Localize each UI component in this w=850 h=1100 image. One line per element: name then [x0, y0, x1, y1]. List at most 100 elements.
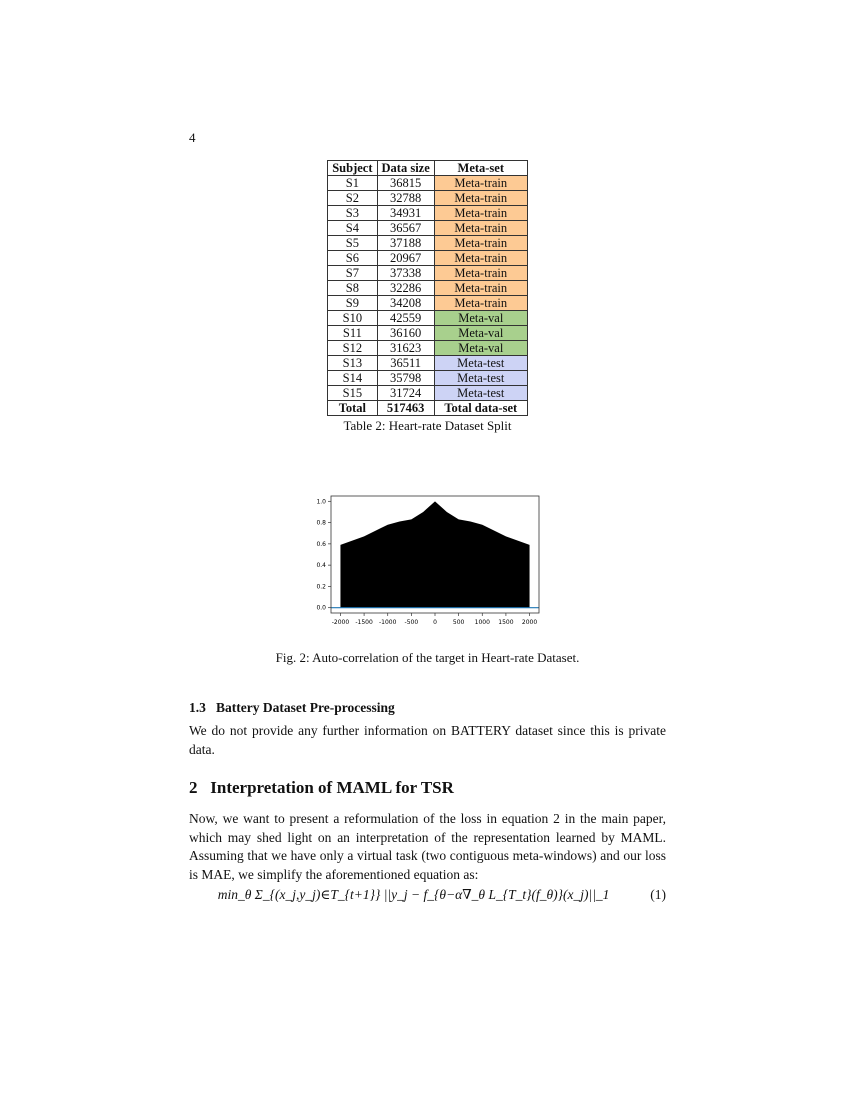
- section-title: Battery Dataset Pre-processing: [216, 700, 395, 715]
- x-tick-label: 2000: [522, 619, 537, 626]
- y-tick-label: 0.8: [316, 520, 326, 527]
- paragraph: Now, we want to present a reformulation …: [189, 811, 666, 882]
- table-cell: S6: [327, 250, 378, 266]
- table-cell: Meta-train: [433, 295, 528, 311]
- x-tick-label: -1000: [379, 619, 397, 626]
- total-cell: Total data-set: [433, 400, 528, 416]
- table-caption: Table 2: Heart-rate Dataset Split: [343, 418, 512, 433]
- y-tick-label: 0.4: [316, 562, 326, 569]
- table-row: S7 37338 Meta-train: [327, 265, 528, 281]
- table-cell: Meta-val: [433, 310, 528, 326]
- table-cell: S4: [327, 220, 378, 236]
- table-cell: 34208: [376, 295, 435, 311]
- table-row: S11 36160 Meta-val: [327, 325, 528, 341]
- table-cell: S9: [327, 295, 378, 311]
- table-cell: Meta-train: [433, 175, 528, 191]
- table-cell: S1: [327, 175, 378, 191]
- table-cell: Meta-val: [433, 325, 528, 341]
- table-cell: Meta-train: [433, 250, 528, 266]
- table-cell: 31623: [376, 340, 435, 356]
- table-cell: Meta-train: [433, 205, 528, 221]
- equation-row: min_θ Σ_{(x_j,y_j)∈T_{t+1}} ||y_j − f_{θ…: [189, 886, 666, 904]
- table-row: S6 20967 Meta-train: [327, 250, 528, 266]
- section-number: 1.3: [189, 700, 206, 715]
- table-cell: 32286: [376, 280, 435, 296]
- x-tick-label: -2000: [332, 619, 350, 626]
- table-cell: 31724: [376, 385, 435, 401]
- table-cell: 42559: [376, 310, 435, 326]
- table-cell: 36567: [376, 220, 435, 236]
- column-header: Subject: [327, 160, 378, 176]
- table-row: S15 31724 Meta-test: [327, 385, 528, 401]
- section-title: Interpretation of MAML for TSR: [210, 778, 454, 797]
- table-cell: 36160: [376, 325, 435, 341]
- table-row: S1 36815 Meta-train: [327, 175, 528, 191]
- figure-caption: Fig. 2: Auto-correlation of the target i…: [275, 650, 580, 665]
- equation-number: (1): [650, 887, 666, 902]
- table-row: S2 32788 Meta-train: [327, 190, 528, 206]
- x-tick-label: 1000: [475, 619, 490, 626]
- equation: min_θ Σ_{(x_j,y_j)∈T_{t+1}} ||y_j − f_{θ…: [217, 887, 610, 902]
- table-cell: S15: [327, 385, 378, 401]
- table-cell: 37338: [376, 265, 435, 281]
- table-cell: S7: [327, 265, 378, 281]
- table-cell: Meta-val: [433, 340, 528, 356]
- table-block: Subject Data size Meta-set S1 36815 Meta-trai…: [189, 160, 666, 434]
- table-row: S13 36511 Meta-test: [327, 355, 528, 371]
- autocorrelation-chart: -2000 -1500 -1000 -500 0 500 1000 1500 2000 0.0 0.…: [316, 495, 540, 626]
- x-tick-label: 500: [453, 619, 465, 626]
- table-cell: 34931: [376, 205, 435, 221]
- dataset-split-table: Subject Data size Meta-set S1 36815 Meta-trai…: [327, 160, 528, 416]
- table-cell: Meta-test: [433, 355, 528, 371]
- table-row: S14 35798 Meta-test: [327, 370, 528, 386]
- table-row: S12 31623 Meta-val: [327, 340, 528, 356]
- y-tick-label: 1.0: [316, 498, 326, 505]
- table-cell: 32788: [376, 190, 435, 206]
- table-cell: 36511: [376, 355, 435, 371]
- table-cell: Meta-train: [433, 265, 528, 281]
- table-cell: S14: [327, 370, 378, 386]
- table-cell: Meta-train: [433, 220, 528, 236]
- x-tick-label: 0: [433, 619, 437, 626]
- table-cell: 35798: [376, 370, 435, 386]
- table-row: S3 34931 Meta-train: [327, 205, 528, 221]
- table-row: S4 36567 Meta-train: [327, 220, 528, 236]
- table-row: S9 34208 Meta-train: [327, 295, 528, 311]
- table-cell: Meta-test: [433, 385, 528, 401]
- table-cell: S8: [327, 280, 378, 296]
- table-cell: Meta-test: [433, 370, 528, 386]
- x-tick-label: 1500: [498, 619, 513, 626]
- total-row: Total 517463 Total data-set: [327, 400, 528, 416]
- total-cell: 517463: [376, 400, 435, 416]
- y-tick-label: 0.2: [316, 583, 326, 590]
- section-number: 2: [189, 778, 198, 797]
- autocorrelation-area: [340, 501, 530, 608]
- table-cell: S2: [327, 190, 378, 206]
- table-cell: S12: [327, 340, 378, 356]
- table-cell: Meta-train: [433, 190, 528, 206]
- table-cell: S11: [327, 325, 378, 341]
- page-number: 4: [189, 130, 196, 145]
- table-cell: S10: [327, 310, 378, 326]
- x-tick-label: -500: [405, 619, 419, 626]
- x-tick-label: -1500: [355, 619, 373, 626]
- table-row: S10 42559 Meta-val: [327, 310, 528, 326]
- table-cell: S5: [327, 235, 378, 251]
- table-row: S8 32286 Meta-train: [327, 280, 528, 296]
- table-cell: 20967: [376, 250, 435, 266]
- paragraph: We do not provide any further informatio…: [189, 723, 666, 757]
- table-cell: S3: [327, 205, 378, 221]
- y-tick-label: 0.6: [316, 541, 326, 548]
- table-cell: Meta-train: [433, 280, 528, 296]
- y-tick-label: 0.0: [316, 605, 326, 612]
- column-header: Data size: [376, 160, 435, 176]
- column-header: Meta-set: [433, 160, 528, 176]
- table-cell: S13: [327, 355, 378, 371]
- table-cell: 37188: [376, 235, 435, 251]
- section-heading-1-3: 1.3 Battery Dataset Pre-processing: [189, 700, 395, 716]
- section-heading-2: 2 Interpretation of MAML for TSR: [189, 778, 454, 798]
- total-cell: Total: [327, 400, 378, 416]
- table-cell: 36815: [376, 175, 435, 191]
- table-row: S5 37188 Meta-train: [327, 235, 528, 251]
